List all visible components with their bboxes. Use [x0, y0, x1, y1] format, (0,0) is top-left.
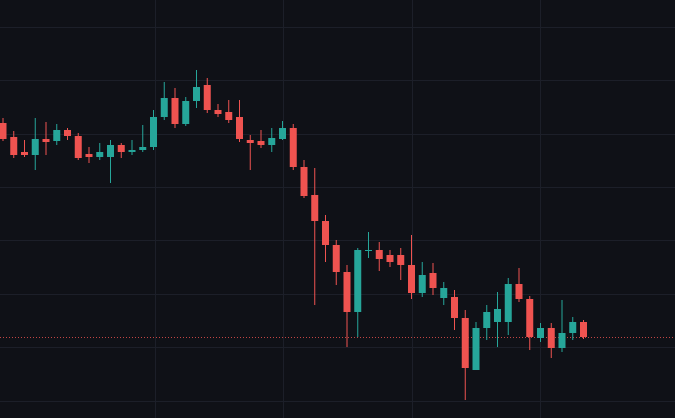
candle-body	[21, 152, 28, 155]
candle-body	[0, 123, 7, 139]
candle-body	[537, 328, 544, 338]
candle-body	[440, 288, 448, 298]
candle-body	[128, 150, 136, 152]
candle-body	[300, 167, 308, 196]
candle-body	[343, 272, 351, 312]
candle-body	[386, 255, 394, 262]
candle-body	[182, 101, 190, 124]
candle-body	[483, 312, 491, 328]
candle-body	[504, 284, 512, 322]
candle-body	[365, 250, 372, 251]
candle-body	[332, 245, 340, 272]
candle-body	[526, 299, 534, 337]
vertical-grid	[155, 0, 541, 418]
candle-body	[354, 250, 362, 312]
candle-body	[418, 275, 426, 293]
candle-body	[429, 273, 437, 288]
candle-body	[515, 284, 523, 299]
candle-body	[96, 152, 104, 157]
candle-body	[397, 255, 405, 265]
candle-body	[569, 322, 577, 333]
candle-body	[107, 145, 114, 157]
candle-body	[451, 297, 458, 318]
candle-body	[494, 309, 501, 322]
candle-body	[322, 221, 329, 245]
candle-body	[160, 98, 168, 117]
candle-body	[53, 130, 61, 141]
candle-body	[31, 139, 39, 155]
candle-body	[461, 318, 469, 368]
candle-body	[580, 322, 587, 337]
candle-body	[117, 145, 125, 152]
candle-body	[472, 328, 480, 370]
candle-body	[547, 328, 555, 348]
candle-body	[225, 112, 233, 120]
candle-body	[64, 130, 71, 136]
candle-body	[74, 136, 82, 158]
candle-body	[279, 128, 286, 139]
candle-body	[558, 333, 566, 348]
candle-body	[85, 154, 93, 157]
candle-body	[193, 87, 200, 101]
candle-body	[42, 139, 50, 142]
candle-body	[10, 137, 18, 155]
candle-body	[214, 110, 222, 114]
candle-body	[236, 117, 243, 139]
candle-body	[311, 195, 319, 221]
candle-body	[139, 147, 147, 150]
candle-body	[150, 117, 157, 147]
candle-body	[375, 250, 383, 259]
candle-body	[171, 98, 179, 124]
candle-body	[289, 128, 297, 167]
candle-body	[246, 140, 254, 143]
candle-body	[257, 141, 265, 145]
candle-body	[408, 265, 415, 293]
candle-body	[268, 138, 276, 145]
candle-body	[203, 85, 211, 110]
